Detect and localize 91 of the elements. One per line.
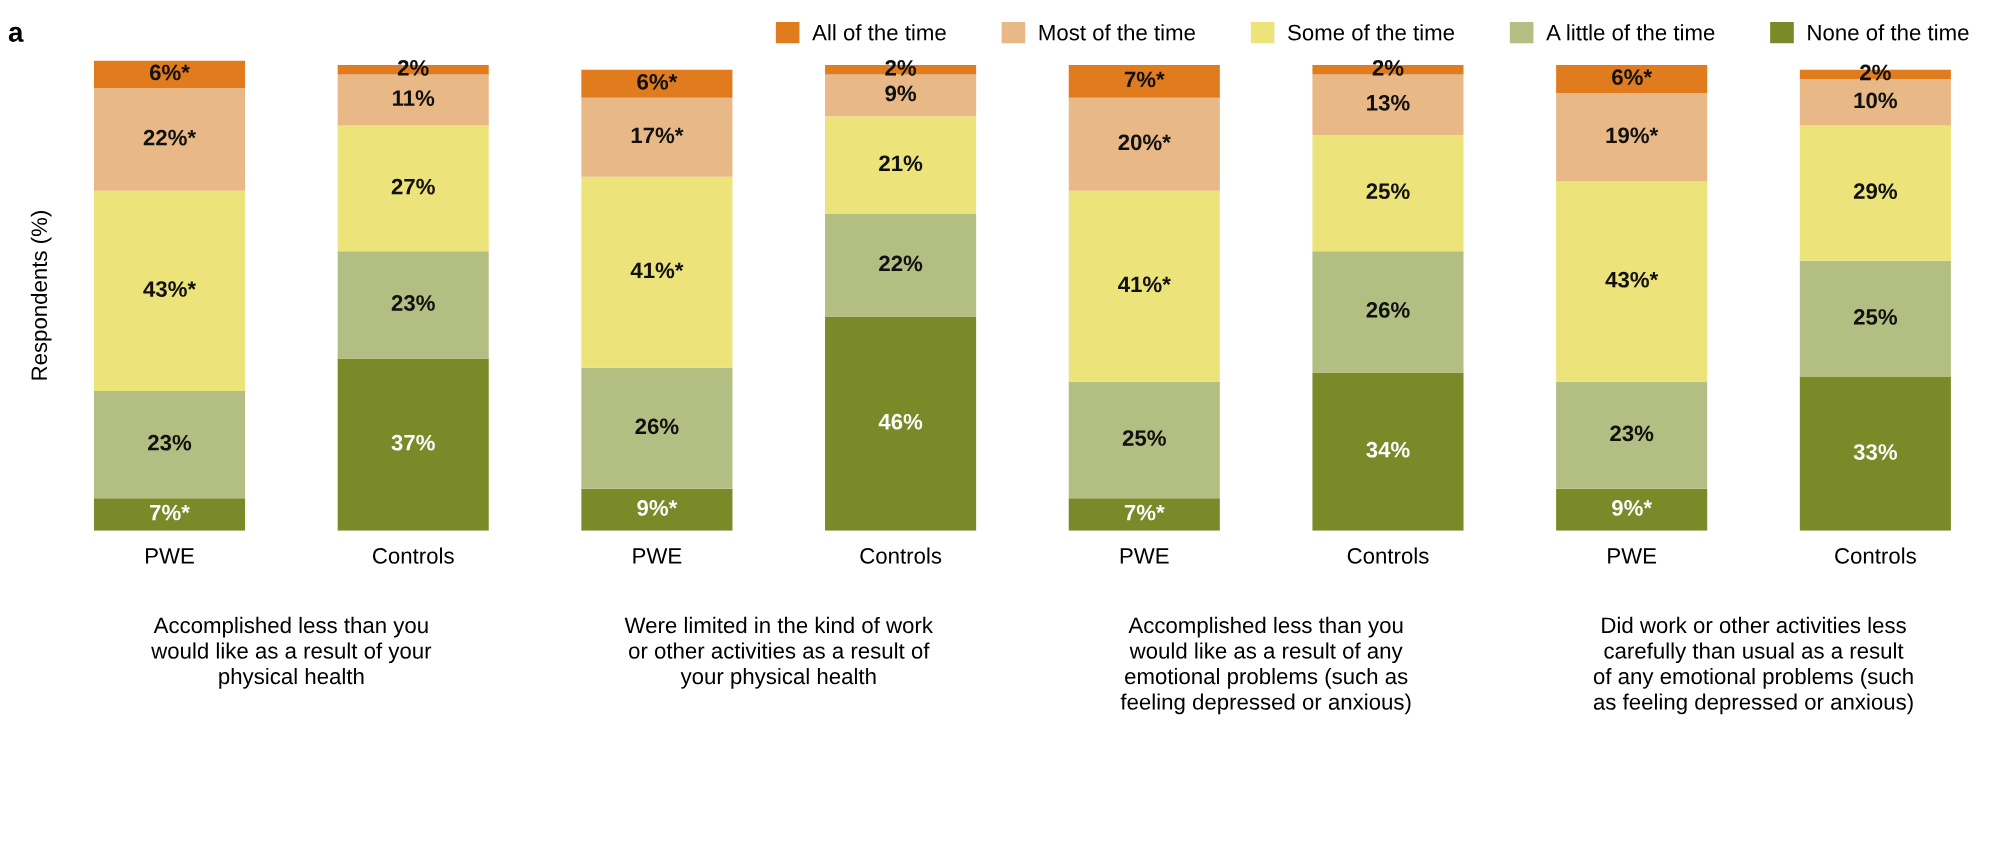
- data-label: 41%*: [1118, 276, 1171, 293]
- data-label: 9%*: [1612, 500, 1653, 516]
- x-tick-label: PWE: [633, 548, 682, 564]
- bar: [1556, 381, 1708, 489]
- data-label: 20%*: [1118, 134, 1171, 151]
- data-label: 25%: [1853, 309, 1898, 325]
- bar: [1556, 93, 1708, 182]
- bar: [93, 88, 246, 191]
- data-label: 25%: [1122, 430, 1166, 446]
- data-label: 9%*: [637, 500, 678, 516]
- chart-title: a: [8, 26, 24, 42]
- bar: [337, 125, 489, 252]
- bar: [1312, 372, 1464, 531]
- data-label: 23%: [1610, 425, 1654, 442]
- text: Were limited in the kind of work or other activities as a result of your physical health: [624, 616, 933, 689]
- bar: [825, 74, 977, 117]
- bar: [581, 488, 733, 531]
- data-label: 7%*: [1124, 504, 1165, 521]
- data-label: 17%*: [631, 127, 684, 144]
- data-label: 6%*: [637, 73, 678, 90]
- x-tick-label: Controls: [860, 547, 942, 564]
- legend-label: Some of the time: [1288, 24, 1455, 41]
- data-label: 9%: [885, 85, 917, 102]
- data-label: 29%: [1853, 183, 1898, 200]
- legend-label: All of the time: [812, 24, 946, 41]
- legend-label: Most of the time: [1039, 24, 1195, 41]
- data-label: 6%*: [1612, 69, 1653, 85]
- data-label: 6%*: [149, 64, 190, 81]
- bar: [1068, 97, 1220, 191]
- y-axis-title: Respondents (%): [30, 211, 52, 380]
- x-tick-label: PWE: [146, 548, 194, 564]
- bar: [581, 176, 733, 368]
- x-tick-label: PWE: [1608, 548, 1657, 564]
- legend-label: None of the time: [1808, 24, 1969, 41]
- data-label: 27%: [391, 178, 435, 195]
- x-tick-label: PWE: [1120, 548, 1169, 564]
- bar: [1068, 381, 1220, 499]
- text: Did work or other activities less carefully than usual as a result of any emotional problems (such as feeling depressed or anxious): [1593, 616, 1913, 715]
- data-label: 37%: [391, 434, 435, 451]
- data-label: 26%: [635, 418, 679, 435]
- bar: [337, 251, 489, 359]
- bar: [581, 367, 733, 489]
- bar: [1068, 498, 1220, 531]
- bar: [1068, 190, 1220, 382]
- bar: [1312, 74, 1464, 135]
- bar: [1312, 134, 1464, 252]
- bar: [93, 60, 246, 89]
- x-tick-label: Controls: [1835, 547, 1916, 564]
- bar: [825, 316, 977, 531]
- data-label: 43%*: [143, 281, 197, 297]
- x-tick-label: Controls: [1347, 547, 1429, 564]
- data-label: 43%*: [1605, 271, 1659, 288]
- bar: [1312, 251, 1464, 373]
- data-label: 41%*: [630, 262, 684, 279]
- data-label: 25%: [1366, 183, 1410, 200]
- data-label: 7%*: [150, 504, 190, 521]
- bar: [1799, 260, 1951, 378]
- text: Accomplished less than you would like as a result of any emotional problems (such as feeling depressed or anxious): [1120, 616, 1411, 715]
- bar: [93, 391, 246, 499]
- bar: [93, 190, 246, 392]
- data-label: 21%: [879, 155, 923, 172]
- bar: [1556, 65, 1708, 94]
- data-label: 33%: [1853, 444, 1898, 460]
- bar: [1799, 79, 1951, 126]
- bar: [1556, 488, 1708, 531]
- bar: [337, 74, 489, 126]
- bar: [1799, 377, 1951, 531]
- data-label: 7%*: [1124, 71, 1165, 88]
- text: Accomplished less than you would like as a result of your physical health: [151, 616, 432, 689]
- data-label: 23%: [148, 434, 192, 451]
- data-label: 22%: [879, 255, 923, 272]
- data-label: 26%: [1366, 302, 1410, 318]
- bar: [581, 97, 733, 177]
- legend-label: A little of the time: [1546, 24, 1715, 41]
- bar: [93, 498, 246, 531]
- data-label: 34%: [1366, 441, 1410, 458]
- bar: [1799, 125, 1951, 261]
- bar: [825, 116, 977, 215]
- data-label: 22%*: [143, 129, 197, 146]
- bar: [1068, 65, 1220, 98]
- x-tick-label: Controls: [372, 547, 454, 564]
- bar: [337, 358, 489, 531]
- data-label: 19%*: [1606, 127, 1659, 144]
- data-label: 23%: [391, 295, 435, 311]
- data-label: 11%: [392, 90, 435, 106]
- bar: [581, 69, 733, 98]
- data-label: 46%: [878, 413, 923, 430]
- data-label: 10%: [1854, 92, 1898, 109]
- data-label: 13%: [1367, 94, 1410, 111]
- bar: [1556, 181, 1708, 382]
- bar: [825, 214, 977, 317]
